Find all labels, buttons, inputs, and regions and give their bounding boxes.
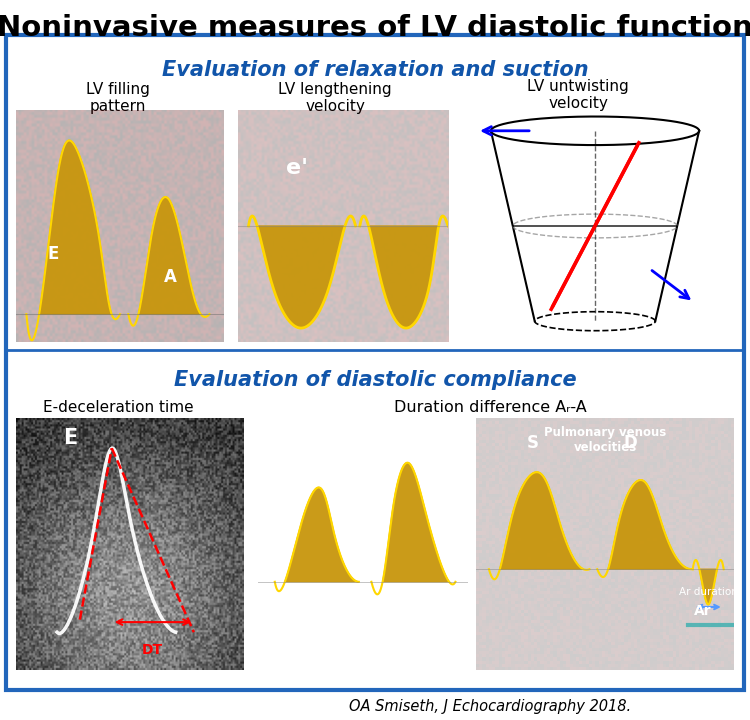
Text: Evaluation of diastolic compliance: Evaluation of diastolic compliance — [174, 370, 576, 390]
Text: LV lengthening
velocity: LV lengthening velocity — [278, 82, 392, 114]
Text: Evaluation of relaxation and suction: Evaluation of relaxation and suction — [162, 60, 588, 80]
Text: E-deceleration time: E-deceleration time — [43, 400, 194, 415]
FancyBboxPatch shape — [6, 35, 744, 690]
Text: LV untwisting
velocity: LV untwisting velocity — [527, 78, 628, 111]
Text: LV filling
pattern: LV filling pattern — [86, 82, 150, 114]
Text: OA Smiseth, J Echocardiography 2018.: OA Smiseth, J Echocardiography 2018. — [349, 698, 631, 714]
Text: Noninvasive measures of LV diastolic function: Noninvasive measures of LV diastolic fun… — [0, 14, 750, 42]
Text: Duration difference Aᵣ-A: Duration difference Aᵣ-A — [394, 400, 586, 415]
